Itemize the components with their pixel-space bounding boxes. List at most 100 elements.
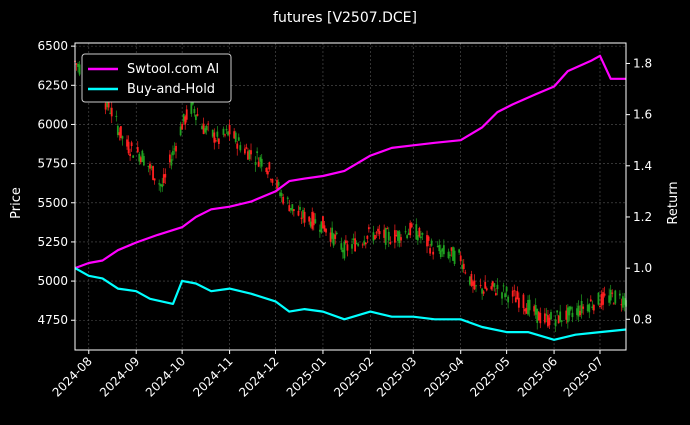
- candle-body: [107, 100, 110, 108]
- candle-body: [320, 221, 323, 233]
- candle-body: [363, 240, 366, 245]
- candle-body: [441, 248, 444, 252]
- y-axis-label-right: Return: [666, 181, 681, 224]
- candle-body: [312, 213, 315, 226]
- candle-body: [300, 217, 303, 220]
- candle-body: [361, 244, 364, 246]
- candle-body: [570, 306, 572, 310]
- candle-body: [464, 272, 467, 274]
- candle-body: [543, 313, 546, 323]
- candle-body: [322, 216, 324, 229]
- candle-body: [484, 281, 487, 289]
- series-lines: [74, 54, 627, 341]
- candle-body: [409, 222, 412, 236]
- candle-body: [228, 125, 231, 135]
- candle-body: [332, 233, 335, 246]
- candle-body: [161, 184, 164, 188]
- candle-body: [393, 230, 396, 243]
- candle-body: [276, 180, 278, 189]
- candle-body: [308, 216, 311, 222]
- candle-body: [239, 145, 242, 151]
- candle-body: [462, 263, 465, 270]
- candle-body: [586, 304, 589, 311]
- candle-body: [254, 162, 257, 165]
- candle-body: [389, 241, 392, 244]
- candle-body: [78, 64, 81, 75]
- candle-body: [259, 157, 262, 162]
- candle-body: [442, 245, 445, 255]
- candle-body: [513, 290, 516, 292]
- candle-body: [623, 298, 626, 305]
- candle-body: [568, 306, 571, 316]
- candle-body: [534, 304, 537, 315]
- candle-body: [250, 150, 252, 155]
- candle-body: [268, 162, 271, 170]
- candle-body: [314, 219, 317, 224]
- candle-body: [458, 249, 461, 253]
- candle-body: [302, 209, 304, 218]
- candle-body: [77, 63, 79, 67]
- candle-body: [292, 209, 295, 211]
- candle-body: [256, 151, 259, 154]
- candle-body: [291, 204, 294, 212]
- candle-body: [438, 244, 441, 252]
- candle-body: [524, 308, 526, 312]
- candle-body: [468, 276, 471, 285]
- candle-body: [580, 300, 583, 314]
- candle-body: [473, 280, 476, 290]
- candle-body: [205, 126, 208, 131]
- candle-body: [207, 123, 210, 125]
- candle-body: [195, 114, 197, 121]
- y-tick-label-left: 5000: [37, 274, 68, 288]
- candle-body: [227, 131, 229, 136]
- candle-body: [303, 211, 306, 223]
- candle-body: [566, 307, 569, 323]
- candle-body: [517, 297, 520, 308]
- candle-body: [149, 163, 151, 169]
- candle-body: [173, 148, 176, 150]
- candle-body: [452, 247, 454, 261]
- candle-body: [620, 304, 623, 306]
- y-tick-label-right: 1.4: [633, 159, 652, 173]
- candle-body: [351, 244, 353, 249]
- candle-body: [372, 232, 375, 241]
- candle-body: [224, 134, 226, 136]
- candle-body: [470, 274, 473, 286]
- plot-frame: [74, 42, 627, 351]
- candle-body: [158, 183, 161, 185]
- candle-body: [152, 166, 154, 180]
- candle-body: [282, 196, 285, 204]
- candle-body: [599, 305, 601, 308]
- candle-body: [576, 308, 578, 316]
- y-tick-label-left: 5250: [37, 235, 68, 249]
- candle-body: [110, 107, 113, 117]
- candle-body: [355, 242, 358, 244]
- candle-body: [150, 166, 153, 168]
- candle-body: [533, 306, 536, 312]
- candle-body: [514, 297, 517, 303]
- candle-body: [600, 293, 603, 306]
- candle-body: [172, 150, 174, 156]
- candle-body: [582, 306, 585, 309]
- candle-body: [190, 102, 193, 114]
- candle-body: [511, 290, 514, 297]
- candle-body: [270, 179, 272, 181]
- candle-body: [277, 181, 280, 186]
- candle-body: [204, 128, 206, 133]
- candle-body: [202, 123, 205, 135]
- candle-body: [472, 281, 474, 286]
- y-tick-label-left: 5750: [37, 157, 68, 171]
- candle-body: [346, 244, 349, 251]
- candle-body: [182, 113, 185, 122]
- candle-body: [354, 238, 356, 252]
- y-tick-label-left: 6250: [37, 78, 68, 92]
- candle-body: [459, 255, 462, 262]
- candle-body: [491, 281, 494, 287]
- candle-body: [260, 158, 263, 167]
- candle-body: [557, 315, 560, 324]
- candle-body: [554, 319, 557, 327]
- candle-body: [340, 243, 343, 250]
- candle-body: [618, 293, 621, 296]
- candle-body: [138, 153, 141, 162]
